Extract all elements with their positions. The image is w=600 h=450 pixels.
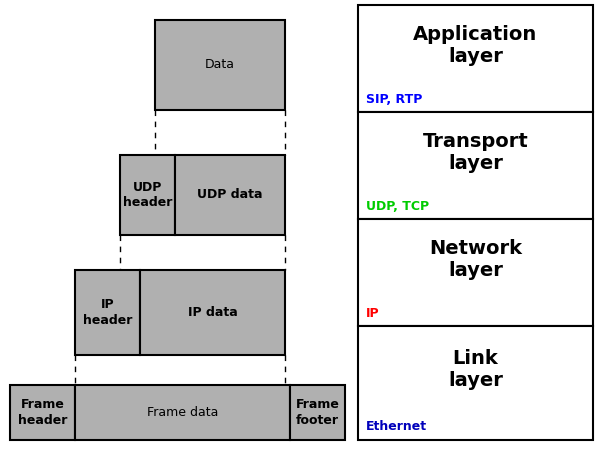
Text: SIP, RTP: SIP, RTP	[366, 93, 422, 106]
Bar	[358, 219, 593, 326]
Text: Transport
layer: Transport layer	[422, 132, 529, 173]
Bar	[358, 112, 593, 219]
Bar	[10, 385, 75, 440]
Text: Frame
footer: Frame footer	[296, 399, 340, 427]
Bar	[358, 326, 593, 440]
Bar	[140, 270, 285, 355]
Text: Application
layer: Application layer	[413, 25, 538, 66]
Text: UDP, TCP: UDP, TCP	[366, 200, 429, 213]
Bar	[75, 270, 140, 355]
Text: IP: IP	[366, 306, 380, 320]
Text: Link
layer: Link layer	[448, 349, 503, 390]
Text: UDP
header: UDP header	[123, 181, 172, 209]
Text: Frame data: Frame data	[147, 406, 218, 419]
Text: UDP data: UDP data	[197, 189, 263, 202]
Bar	[175, 155, 285, 235]
Bar	[120, 155, 175, 235]
Text: IP data: IP data	[188, 306, 238, 319]
Text: Ethernet: Ethernet	[366, 420, 427, 433]
Text: Frame
header: Frame header	[18, 399, 67, 427]
Bar	[155, 20, 285, 110]
Text: Network
layer: Network layer	[429, 239, 522, 280]
Bar	[358, 5, 593, 112]
Text: Data: Data	[205, 58, 235, 72]
Bar	[75, 385, 290, 440]
Bar	[290, 385, 345, 440]
Text: IP
header: IP header	[83, 298, 132, 327]
